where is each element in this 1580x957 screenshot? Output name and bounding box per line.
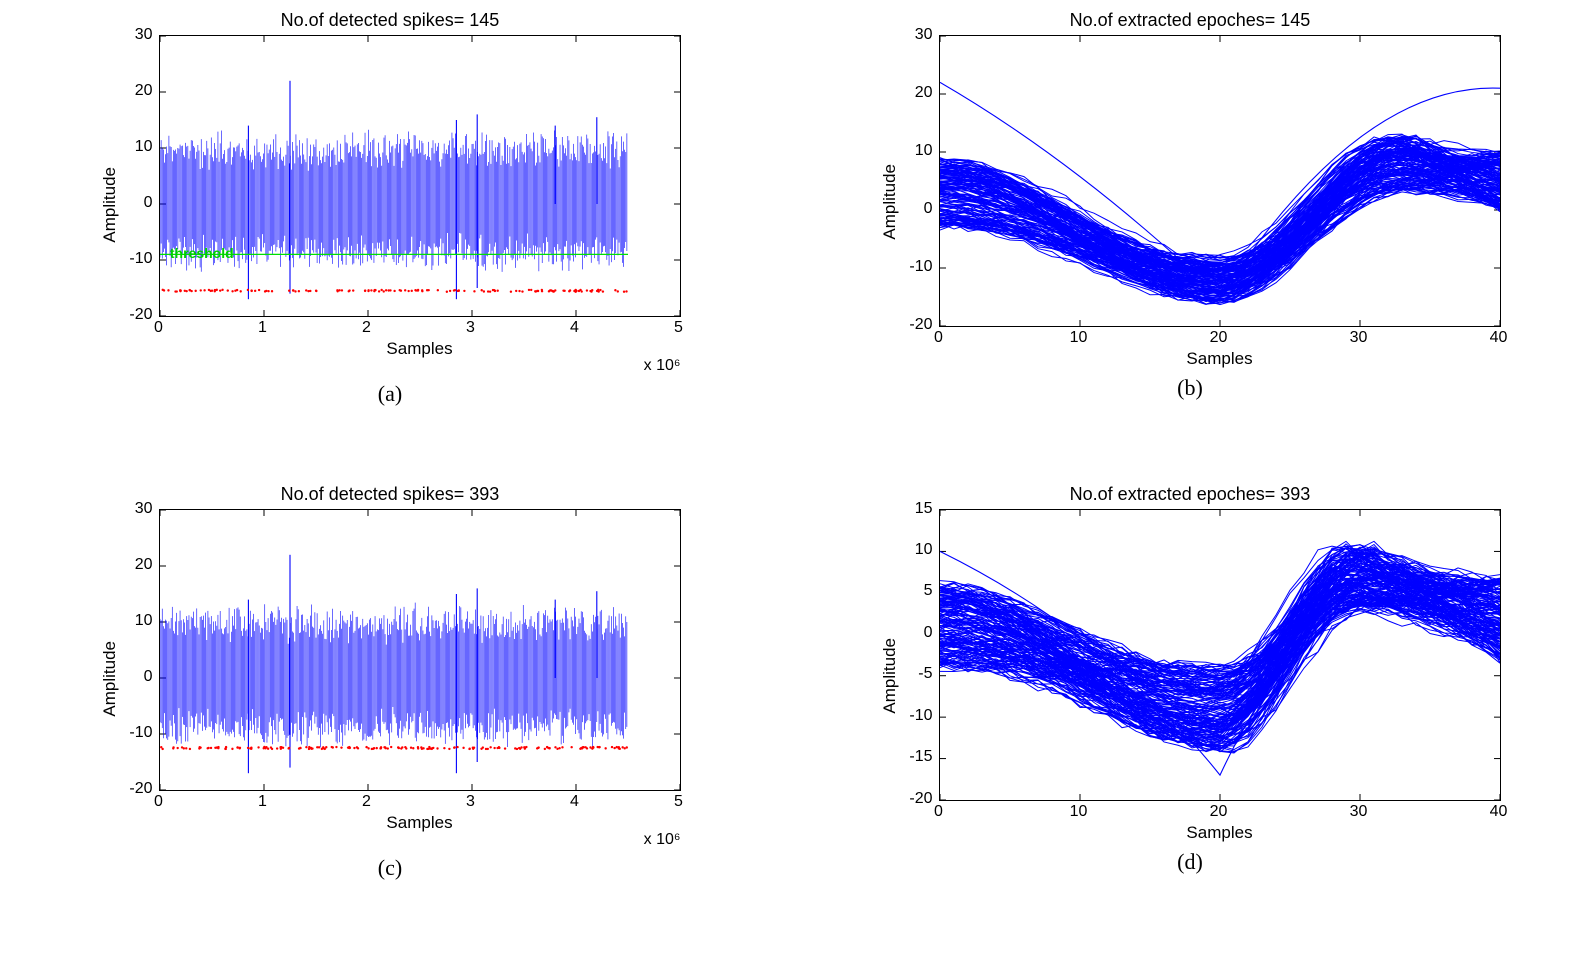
panel-c-xticks: 012345	[159, 791, 679, 811]
panel-d-sub: (d)	[1177, 849, 1203, 875]
figure-grid: No.of detected spikes= 145 Amplitude -20…	[10, 10, 1570, 947]
panel-a-plot: Amplitude -20-100102030 threshold 012345…	[100, 35, 681, 375]
panel-a-xticks: 012345	[159, 317, 679, 337]
panel-d-yticks: -20-15-10-5051015	[904, 509, 939, 799]
panel-b-ylabel: Amplitude	[880, 164, 900, 240]
panel-b: No.of extracted epoches= 145 Amplitude -…	[810, 10, 1570, 474]
panel-c-plot: Amplitude -20-100102030 012345 Samples x…	[100, 509, 681, 849]
panel-c: No.of detected spikes= 393 Amplitude -20…	[10, 484, 770, 948]
panel-b-xticks: 010203040	[939, 327, 1499, 347]
panel-d-xticks: 010203040	[939, 801, 1499, 821]
panel-b-xlabel: Samples	[939, 349, 1501, 369]
panel-c-axes	[159, 509, 681, 791]
panel-a-ylabel: Amplitude	[100, 167, 120, 243]
panel-b-yticks: -20-100102030	[904, 35, 939, 325]
panel-b-sub: (b)	[1177, 375, 1203, 401]
panel-c-xlabel: Samples	[159, 813, 681, 833]
panel-b-title: No.of extracted epoches= 145	[1070, 10, 1311, 31]
panel-a-xexp: x 10⁶	[159, 357, 681, 375]
panel-d-title: No.of extracted epoches= 393	[1070, 484, 1311, 505]
panel-a: No.of detected spikes= 145 Amplitude -20…	[10, 10, 770, 474]
panel-d-xlabel: Samples	[939, 823, 1501, 843]
panel-b-axes	[939, 35, 1501, 327]
panel-d-ylabel: Amplitude	[880, 638, 900, 714]
panel-a-yticks: -20-100102030	[124, 35, 159, 315]
panel-c-sub: (c)	[378, 855, 402, 881]
panel-a-xlabel: Samples	[159, 339, 681, 359]
panel-a-sub: (a)	[378, 381, 402, 407]
panel-d: No.of extracted epoches= 393 Amplitude -…	[810, 484, 1570, 948]
panel-c-ylabel: Amplitude	[100, 641, 120, 717]
panel-a-title: No.of detected spikes= 145	[281, 10, 500, 31]
panel-d-axes	[939, 509, 1501, 801]
panel-b-plot: Amplitude -20-100102030 010203040 Sample…	[880, 35, 1501, 369]
panel-a-axes: threshold	[159, 35, 681, 317]
panel-c-yticks: -20-100102030	[124, 509, 159, 789]
panel-c-title: No.of detected spikes= 393	[281, 484, 500, 505]
panel-c-xexp: x 10⁶	[159, 831, 681, 849]
panel-d-plot: Amplitude -20-15-10-5051015 010203040 Sa…	[880, 509, 1501, 843]
threshold-label: threshold	[170, 245, 234, 261]
